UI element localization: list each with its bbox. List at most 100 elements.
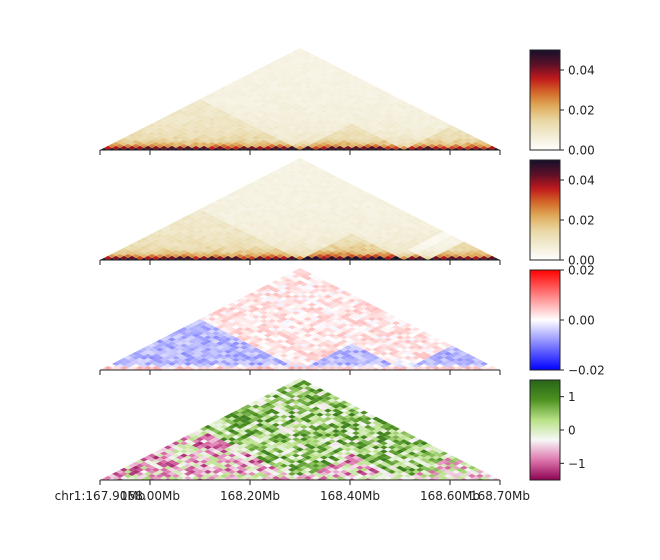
heatmap-cell	[316, 420, 324, 425]
heatmap-cell	[280, 288, 288, 293]
heatmap-cell	[384, 455, 392, 460]
heatmap-cell	[360, 426, 368, 432]
heatmap-cell	[112, 471, 120, 476]
heatmap-cell	[152, 463, 160, 468]
heatmap-cell	[448, 361, 456, 366]
heatmap-cell	[252, 99, 260, 104]
heatmap-cell	[316, 115, 324, 120]
heatmap-cell	[316, 82, 324, 87]
heatmap-cell	[264, 68, 272, 73]
heatmap-cell	[300, 339, 308, 344]
heatmap-cell	[456, 239, 464, 244]
heatmap-cell	[272, 418, 280, 423]
heatmap-cell	[240, 84, 248, 89]
heatmap-cell	[332, 66, 340, 71]
heatmap-cell	[176, 361, 184, 366]
heatmap-cell	[364, 347, 372, 352]
heatmap-cell	[344, 292, 352, 297]
heatmap-cell	[300, 469, 308, 474]
heatmap-cell	[324, 457, 332, 462]
heatmap-cell	[328, 398, 336, 403]
heatmap-cell	[388, 331, 396, 336]
heatmap-cell	[212, 449, 220, 454]
heatmap-cell	[324, 82, 332, 87]
heatmap-cell	[460, 351, 468, 356]
heatmap-cell	[344, 455, 352, 460]
heatmap-cell	[196, 253, 204, 258]
heatmap-cell	[332, 310, 340, 315]
heatmap-cell	[204, 253, 212, 258]
heatmap-cell	[320, 361, 328, 366]
heatmap-cell	[232, 418, 240, 423]
heatmap-cell	[272, 288, 280, 293]
heatmap-cell	[144, 471, 152, 476]
heatmap-cell	[384, 345, 392, 350]
heatmap-cell	[232, 345, 240, 350]
heatmap-cell	[288, 288, 296, 293]
heatmap-cell	[228, 302, 236, 307]
heatmap-cell	[152, 361, 160, 366]
heatmap-cell	[160, 353, 168, 358]
heatmap-cell	[340, 253, 348, 258]
heatmap-cell	[316, 66, 324, 71]
heatmap-cell	[356, 225, 364, 230]
heatmap-cell	[360, 308, 368, 313]
heatmap-cell	[336, 92, 344, 97]
heatmap-cell	[224, 337, 232, 342]
heatmap-cell	[276, 347, 284, 352]
heatmap-cell	[160, 129, 168, 134]
heatmap-cell	[308, 359, 316, 364]
heatmap-cell	[244, 119, 252, 124]
heatmap-cell	[224, 84, 232, 89]
heatmap-cell	[316, 90, 324, 95]
heatmap-cell	[248, 239, 256, 244]
heatmap-cell	[236, 99, 244, 104]
heatmap-cell	[224, 353, 232, 358]
heatmap-cell	[240, 455, 248, 460]
heatmap-cell	[304, 398, 312, 403]
heatmap-cell	[272, 447, 280, 452]
heatmap-cell	[348, 347, 356, 352]
heatmap-cell	[176, 471, 184, 476]
heatmap-cell	[332, 302, 340, 307]
heatmap-cell	[180, 457, 188, 462]
heatmap-cell	[324, 420, 332, 425]
heatmap-cell	[264, 101, 272, 106]
heatmap-cell	[196, 449, 204, 454]
heatmap-cell	[268, 103, 276, 108]
heatmap-cell	[280, 68, 288, 73]
heatmap-cell	[316, 225, 324, 230]
heatmap-cell	[280, 80, 288, 85]
heatmap-cell	[280, 406, 288, 411]
heatmap-cell	[336, 398, 344, 403]
heatmap-cell	[316, 396, 324, 401]
heatmap-cell	[244, 225, 252, 230]
heatmap-cell	[296, 129, 304, 134]
heatmap-cell	[480, 361, 488, 366]
heatmap-cell	[288, 272, 296, 277]
heatmap-cell	[168, 353, 176, 358]
heatmap-cell	[320, 129, 328, 134]
heatmap-cell	[396, 433, 404, 438]
heatmap-cell	[312, 101, 320, 106]
heatmap-cell	[412, 441, 420, 446]
heatmap-cell	[244, 115, 252, 120]
heatmap-cell	[248, 96, 256, 102]
heatmap-cell	[312, 325, 320, 330]
heatmap-cell	[220, 420, 228, 425]
heatmap-cell	[316, 278, 324, 283]
heatmap-cell	[232, 426, 240, 432]
heatmap-cell	[256, 109, 264, 114]
heatmap-cell	[380, 111, 388, 116]
heatmap-cell	[252, 441, 260, 446]
heatmap-cell	[216, 447, 224, 452]
heatmap-cell	[232, 92, 240, 97]
heatmap-cell	[292, 188, 300, 193]
heatmap-cell	[224, 101, 232, 106]
heatmap-cell	[348, 433, 356, 438]
heatmap-cell	[248, 80, 256, 85]
heatmap-cell	[288, 113, 296, 118]
heatmap-cell	[320, 316, 328, 322]
heatmap-cell	[340, 469, 348, 474]
heatmap-cell	[480, 141, 488, 146]
